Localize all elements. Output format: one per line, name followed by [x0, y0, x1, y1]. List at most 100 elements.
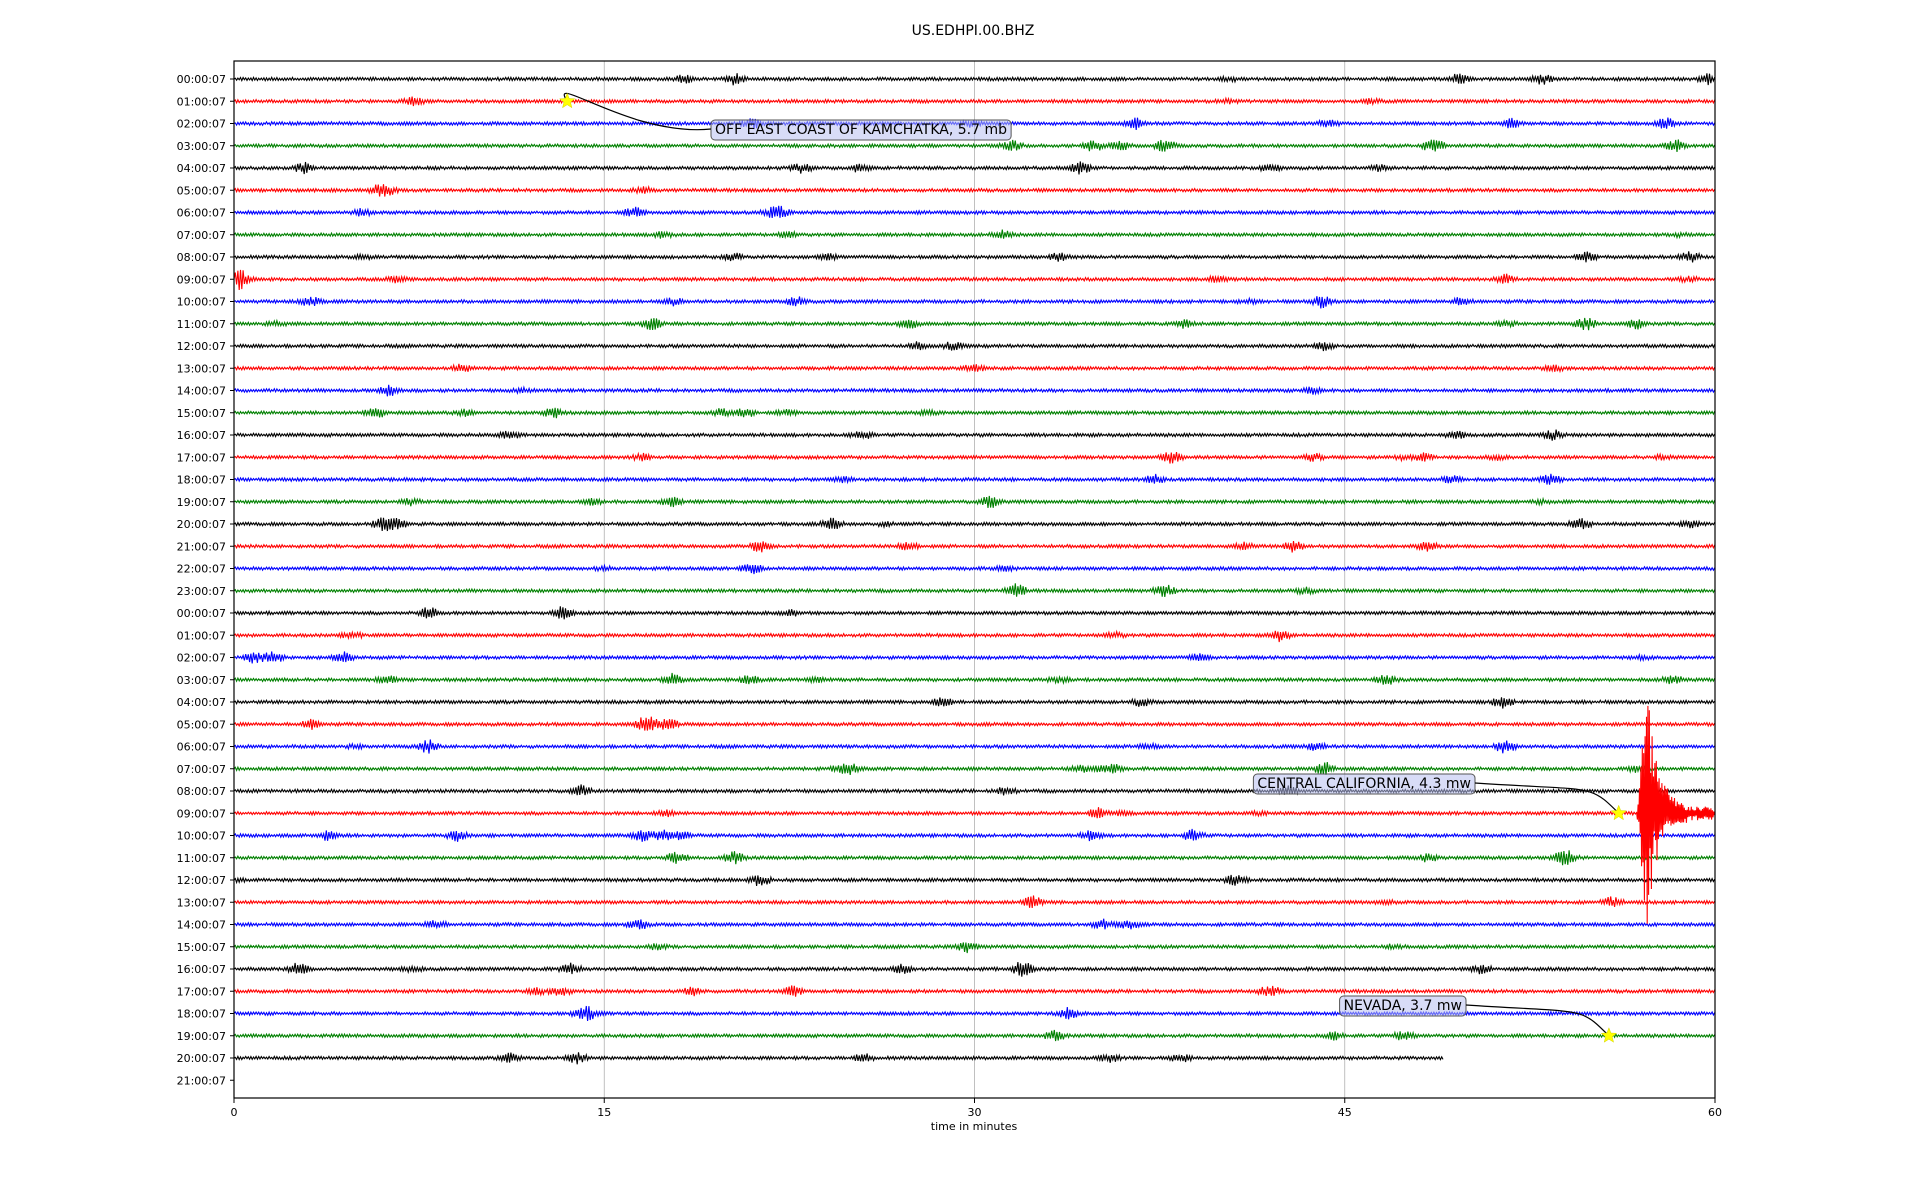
event-label: NEVADA, 3.7 mw: [1344, 998, 1462, 1014]
y-tick-label: 15:00:07: [177, 407, 226, 420]
y-tick-label: 00:00:07: [177, 607, 226, 620]
x-tick-label: 15: [597, 1106, 611, 1119]
event-star-marker: [1610, 804, 1627, 821]
seismic-trace: [233, 962, 1716, 977]
y-tick-label: 09:00:07: [177, 807, 226, 820]
seismic-trace: [233, 341, 1716, 352]
seismic-trace: [233, 1052, 1444, 1065]
seismic-trace: [233, 583, 1716, 597]
seismic-trace: [233, 606, 1716, 620]
traces: [233, 73, 1716, 1065]
event-waveform: [1636, 705, 1715, 924]
x-tick-label: 0: [231, 1106, 238, 1119]
seismic-trace: [233, 296, 1716, 309]
y-tick-label: 08:00:07: [177, 251, 226, 264]
seismic-trace: [233, 317, 1716, 331]
x-axis-label: time in minutes: [931, 1120, 1018, 1133]
seismic-trace: [233, 73, 1716, 86]
seismic-trace: [233, 850, 1716, 866]
y-tick-label: 02:00:07: [177, 652, 226, 665]
grid-lines: [603, 61, 1346, 1098]
seismic-trace: [233, 942, 1716, 954]
seismic-trace: [233, 874, 1716, 886]
seismic-trace: [233, 407, 1716, 419]
y-tick-label: 18:00:07: [177, 474, 226, 487]
y-tick-label: 10:00:07: [177, 830, 226, 843]
seismic-trace: [233, 697, 1716, 709]
y-tick-label: 08:00:07: [177, 785, 226, 798]
y-tick-label: 06:00:07: [177, 207, 226, 220]
y-tick-label: 21:00:07: [177, 1074, 226, 1087]
y-tick-label: 07:00:07: [177, 763, 226, 776]
event-label-box: [710, 119, 1012, 141]
event-leader-line: [1465, 1004, 1610, 1037]
event-label-box: [1252, 773, 1476, 795]
seismic-trace: [233, 828, 1716, 842]
y-tick-label: 14:00:07: [177, 919, 226, 932]
event-leader-line: [563, 92, 712, 131]
seismic-trace: [233, 517, 1716, 532]
seismic-trace: [233, 429, 1716, 441]
y-tick-label: 05:00:07: [177, 184, 226, 197]
seismic-trace: [233, 251, 1716, 263]
event-annotation: CENTRAL CALIFORNIA, 4.3 mw: [1252, 773, 1627, 821]
y-tick-label: 15:00:07: [177, 941, 226, 954]
seismic-trace: [233, 985, 1716, 997]
y-tick-label: 19:00:07: [177, 1030, 226, 1043]
y-tick-label: 04:00:07: [177, 696, 226, 709]
seismic-trace: [233, 1005, 1716, 1021]
y-tick-label: 19:00:07: [177, 496, 226, 509]
x-tick-label: 60: [1708, 1106, 1722, 1119]
seismic-trace: [233, 895, 1716, 908]
y-tick-label: 20:00:07: [177, 1052, 226, 1065]
y-tick-label: 03:00:07: [177, 140, 226, 153]
axes-frame: [233, 60, 1716, 1099]
y-tick-label: 16:00:07: [177, 963, 226, 976]
event-leader-line: [1474, 782, 1620, 814]
y-tick-label: 21:00:07: [177, 540, 226, 553]
y-tick-label: 07:00:07: [177, 229, 226, 242]
y-tick-label: 12:00:07: [177, 874, 226, 887]
y-tick-label: 02:00:07: [177, 118, 226, 131]
y-tick-label: 03:00:07: [177, 674, 226, 687]
event-star-marker: [558, 92, 576, 109]
y-tick-label: 00:00:07: [177, 73, 226, 86]
seismic-trace: [233, 384, 1716, 397]
x-ticks: 0 15 30 45 60: [231, 1098, 1722, 1119]
seismic-trace: [233, 269, 1716, 291]
y-tick-label: 04:00:07: [177, 162, 226, 175]
event-annotation: OFF EAST COAST OF KAMCHATKA, 5.7 mb: [558, 92, 1012, 141]
seismic-trace: [233, 495, 1716, 508]
chart-title: US.EDHPI.00.BHZ: [912, 23, 1035, 39]
seismic-trace: [233, 139, 1716, 153]
seismic-trace: [233, 739, 1716, 754]
event-label: CENTRAL CALIFORNIA, 4.3 mw: [1257, 776, 1471, 792]
y-tick-label: 18:00:07: [177, 1008, 226, 1021]
y-tick-label: 11:00:07: [177, 852, 226, 865]
y-tick-label: 22:00:07: [177, 563, 226, 576]
seismic-trace: [233, 629, 1716, 643]
seismic-trace: [233, 672, 1716, 686]
seismic-trace: [233, 229, 1716, 240]
y-tick-label: 16:00:07: [177, 429, 226, 442]
seismic-trace: [233, 205, 1716, 218]
y-tick-label: 10:00:07: [177, 296, 226, 309]
seismic-trace: [233, 184, 1716, 197]
x-tick-label: 45: [1338, 1106, 1352, 1119]
y-tick-label: 01:00:07: [177, 95, 226, 108]
seismic-trace: [233, 716, 1716, 731]
y-tick-label: 14:00:07: [177, 385, 226, 398]
y-tick-label: 01:00:07: [177, 629, 226, 642]
y-tick-label: 13:00:07: [177, 896, 226, 909]
event-label: OFF EAST COAST OF KAMCHATKA, 5.7 mb: [715, 122, 1007, 138]
y-tick-label: 17:00:07: [177, 451, 226, 464]
y-tick-label: 06:00:07: [177, 741, 226, 754]
y-tick-label: 20:00:07: [177, 518, 226, 531]
seismic-trace: [233, 541, 1716, 553]
seismic-trace: [233, 651, 1716, 664]
x-tick-label: 30: [968, 1106, 982, 1119]
y-tick-label: 17:00:07: [177, 985, 226, 998]
y-tick-label: 23:00:07: [177, 585, 226, 598]
y-tick-label: 13:00:07: [177, 362, 226, 375]
